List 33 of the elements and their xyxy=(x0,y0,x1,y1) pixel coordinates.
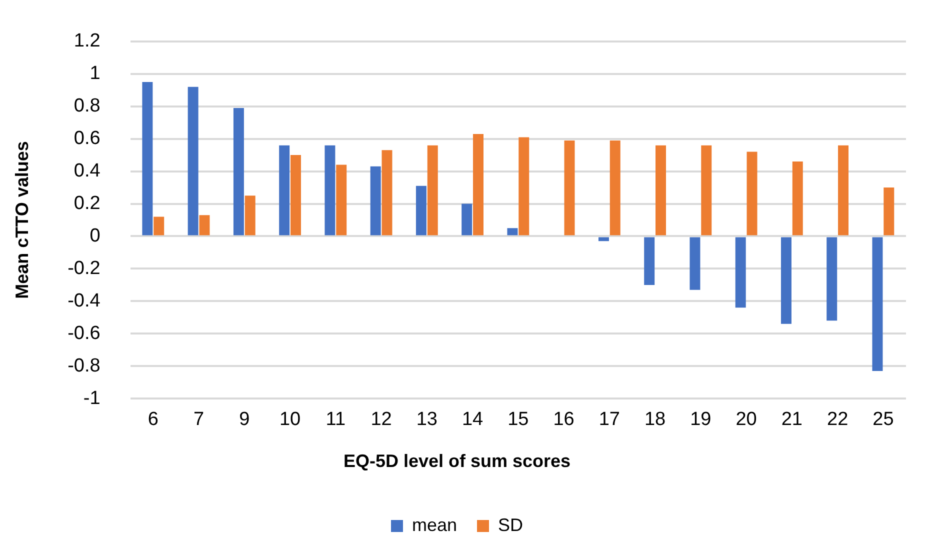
x-tick-label: 10 xyxy=(279,409,301,430)
x-tick-label: 6 xyxy=(148,409,158,430)
y-tick-label: 0.2 xyxy=(74,193,100,214)
x-tick-label: 7 xyxy=(193,409,204,430)
x-tick-label: 16 xyxy=(553,409,574,430)
x-tick-label: 15 xyxy=(508,409,529,430)
y-tick-label: 0.6 xyxy=(74,128,100,150)
x-tick-label: 21 xyxy=(781,409,803,430)
x-tick-label: 12 xyxy=(370,409,392,430)
x-tick-label: 11 xyxy=(326,409,346,430)
x-tick-label: 22 xyxy=(826,409,848,430)
legend-label: SD xyxy=(498,514,524,535)
y-axis-title: Mean cTTO values xyxy=(12,141,32,299)
y-tick-label: 0.8 xyxy=(74,96,100,117)
legend-label: mean xyxy=(412,514,458,535)
x-tick-label: 14 xyxy=(462,409,484,430)
x-tick-label: 18 xyxy=(644,409,666,430)
x-tick-label: 17 xyxy=(598,409,620,430)
x-tick-label: 19 xyxy=(690,409,712,430)
y-tick-label: 0 xyxy=(90,225,100,246)
y-tick-label: -0.4 xyxy=(68,290,101,312)
x-axis-title: EQ-5D level of sum scores xyxy=(343,451,571,472)
x-tick-label: 9 xyxy=(239,409,250,430)
y-tick-label: -0.6 xyxy=(68,322,100,344)
y-tick-label: 0.4 xyxy=(74,160,101,182)
y-tick-label: 1.2 xyxy=(74,30,100,52)
y-tick-label: -0.8 xyxy=(68,355,100,376)
x-tick-label: 20 xyxy=(736,409,757,430)
x-tick-label: 13 xyxy=(416,409,438,430)
y-tick-label: 1 xyxy=(90,63,100,84)
y-tick-label: -1 xyxy=(83,388,100,409)
x-tick-label: 25 xyxy=(872,409,894,430)
y-tick-label: -0.2 xyxy=(68,258,100,279)
